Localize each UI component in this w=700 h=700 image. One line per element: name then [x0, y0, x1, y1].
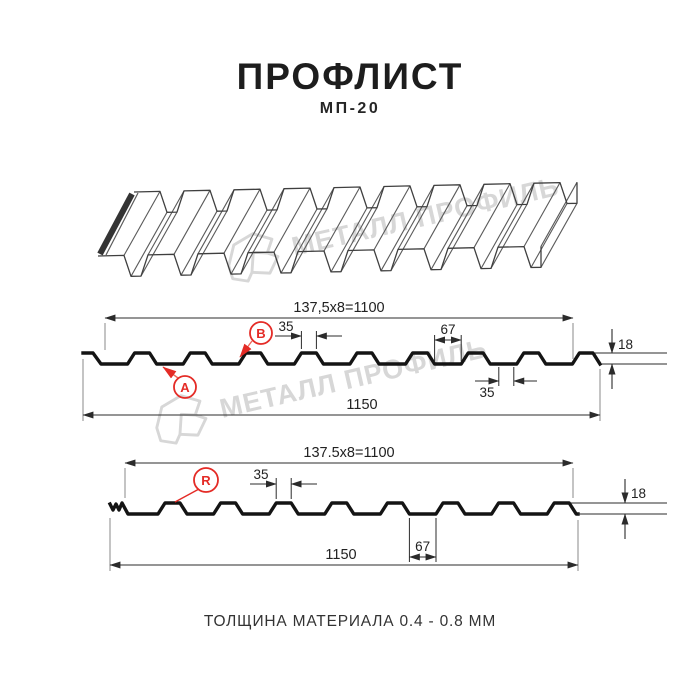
page-title: ПРОФЛИСТ [236, 56, 464, 97]
dim-crest-width: 35 [278, 319, 293, 334]
profile-model: МП-20 [319, 100, 381, 117]
sheet-3d-line [473, 183, 511, 248]
sheet-3d-line [105, 192, 139, 256]
sheet-3d-line [133, 181, 578, 213]
label-a-leader [162, 366, 179, 379]
sheet-3d-line [340, 207, 378, 272]
sheet-3d-view [97, 181, 578, 277]
sheet-3d-line [273, 187, 311, 253]
sheet-3d-line [247, 188, 285, 253]
sheet-3d-line [540, 203, 578, 268]
label-r-leader [174, 488, 200, 503]
sheet-3d-line [523, 182, 561, 247]
sheet-3d-line [97, 245, 542, 277]
sheet-3d-line [190, 210, 228, 276]
sheet-3d-line [347, 186, 385, 251]
label-r: R [201, 473, 211, 488]
label-b-circle [249, 321, 273, 345]
sheet-3d-line [223, 188, 261, 254]
dim-crest-width-bottom: 35 [479, 385, 494, 400]
cross-section-top: 137,5x8=1100 35 67 B A 35 18 [81, 300, 667, 421]
dim-valley-width: 67 [415, 539, 430, 554]
profile-outline [81, 351, 603, 367]
dim-working-width: 137.5x8=1100 [303, 445, 394, 461]
sheet-3d-line [390, 206, 428, 271]
material-thickness-note: ТОЛЩИНА МАТЕРИАЛА 0.4 - 0.8 ММ [203, 613, 497, 630]
label-a: A [180, 380, 190, 395]
sheet-3d-line [373, 185, 411, 251]
sheet-3d-line [230, 209, 268, 275]
sheet-3d-line [447, 184, 485, 249]
sheet-3d-line [147, 190, 185, 256]
dim-height: 18 [631, 486, 646, 501]
label-b-leader [239, 340, 253, 358]
sheet-3d-line [380, 206, 418, 272]
profile-outline [107, 501, 580, 516]
sheet-3d-line [297, 187, 335, 252]
sheet-3d-line [130, 212, 168, 277]
dim-crest-width: 35 [253, 467, 268, 482]
sheet-3d-line [440, 205, 478, 270]
sheet-3d-line [490, 204, 528, 269]
sheet-3d-line [497, 182, 535, 248]
sheet-3d-line [97, 192, 135, 256]
dim-valley-width: 67 [440, 322, 455, 337]
sheet-3d-line [480, 204, 518, 269]
sheet-3d-line [123, 191, 161, 256]
sheet-3d-line [540, 182, 578, 247]
sheet-3d-line [430, 205, 468, 270]
sheet-3d-line [530, 203, 568, 268]
label-r-circle [193, 467, 219, 493]
sheet-3d-line [323, 186, 361, 252]
label-b: B [256, 326, 265, 341]
sheet-3d-line [280, 208, 318, 274]
sheet-3d-line [240, 209, 278, 275]
sheet-3d-line [330, 207, 368, 273]
sheet-3d-line [180, 210, 218, 276]
sheet-3d-line [173, 190, 211, 255]
sheet-3d-line [140, 211, 178, 277]
sheet-3d-line [423, 184, 461, 250]
cross-section-bottom: 137.5x8=1100 R 35 67 18 1150 [107, 445, 667, 571]
dim-total-width: 1150 [346, 397, 377, 413]
sheet-3d-line [397, 185, 435, 250]
sheet-3d-line [197, 189, 235, 255]
dim-working-width: 137,5x8=1100 [293, 300, 384, 316]
dim-height: 18 [618, 337, 633, 352]
label-a-circle [173, 375, 197, 399]
sheet-3d-line [290, 208, 328, 274]
dim-total-width: 1150 [325, 547, 356, 563]
